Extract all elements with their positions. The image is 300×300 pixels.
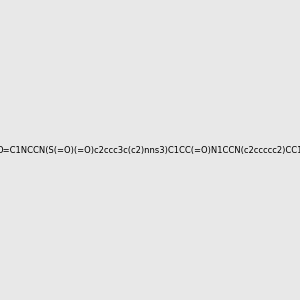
Text: O=C1NCCN(S(=O)(=O)c2ccc3c(c2)nns3)C1CC(=O)N1CCN(c2ccccc2)CC1: O=C1NCCN(S(=O)(=O)c2ccc3c(c2)nns3)C1CC(=…	[0, 146, 300, 154]
